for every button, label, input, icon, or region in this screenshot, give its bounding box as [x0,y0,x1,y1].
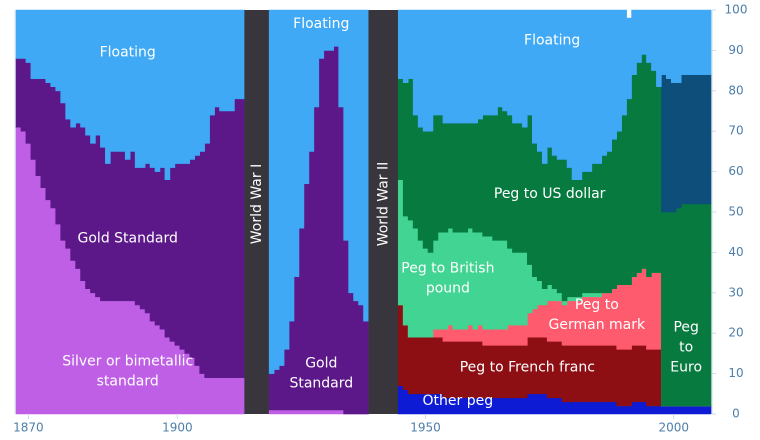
war-label-world-war-i: World War I [249,164,265,244]
area-label-gold-2-line-2: Standard [289,376,353,392]
area-label-euro-line-3: Euro [670,359,702,375]
area-label-euro-line-1: Peg [673,319,698,335]
x-tick-label-1870: 1870 [13,421,44,435]
y-axis: 0 10 20 30 40 50 60 70 80 90 100 [711,3,748,421]
area-label-usd-line-1: Peg to US dollar [494,186,606,202]
area-label-silver-line-2: standard [97,374,159,390]
area-label-dem-line-2: German mark [549,317,646,333]
area-floating-post-wwii [397,9,712,180]
area-label-floating-1-line-1: Floating [100,44,156,60]
area-label-euro-line-2: to [679,339,693,355]
area-floating-pre-wwi [15,9,245,180]
y-tick-label-70: 70 [728,124,743,138]
y-tick-label-10: 10 [728,366,743,380]
area-label-dem-line-1: Peg to [575,297,619,313]
x-axis: 1870 1900 1950 2000 [13,415,689,435]
y-tick-label-100: 100 [725,3,748,17]
y-tick-label-0: 0 [732,407,740,421]
y-tick-label-30: 30 [728,285,743,299]
area-label-frf-line-1: Peg to French franc [460,360,595,376]
area-floating-interwar [268,9,369,374]
area-label-other-line-1: Other peg [423,393,494,409]
area-label-floating-3-line-1: Floating [524,32,580,48]
area-label-silver-line-1: Silver or bimetallic [62,354,193,370]
area-label-gold-1-line-1: Gold Standard [78,230,178,246]
area-label-floating-2-line-1: Floating [293,16,349,32]
y-tick-label-50: 50 [728,205,743,219]
area-label-gbp-line-2: pound [426,281,470,297]
y-tick-label-90: 90 [728,43,743,57]
area-label-gbp-line-1: Peg to British [401,261,494,277]
area-label-gold-2-line-1: Gold [305,356,337,372]
y-tick-label-20: 20 [728,326,743,340]
plot-area: World War I World War II [15,9,712,415]
y-tick-label-80: 80 [728,83,743,97]
y-tick-label-40: 40 [728,245,743,259]
y-tick-label-60: 60 [728,164,743,178]
x-tick-label-2000: 2000 [658,421,689,435]
area-labels: Floating Floating Floating Gold Standard Sil… [62,16,702,409]
war-band-world-war-ii [368,10,399,414]
war-label-world-war-ii: World War II [375,162,391,247]
war-band-world-war-i [244,10,270,414]
x-tick-label-1900: 1900 [162,421,193,435]
x-tick-label-1950: 1950 [410,421,441,435]
